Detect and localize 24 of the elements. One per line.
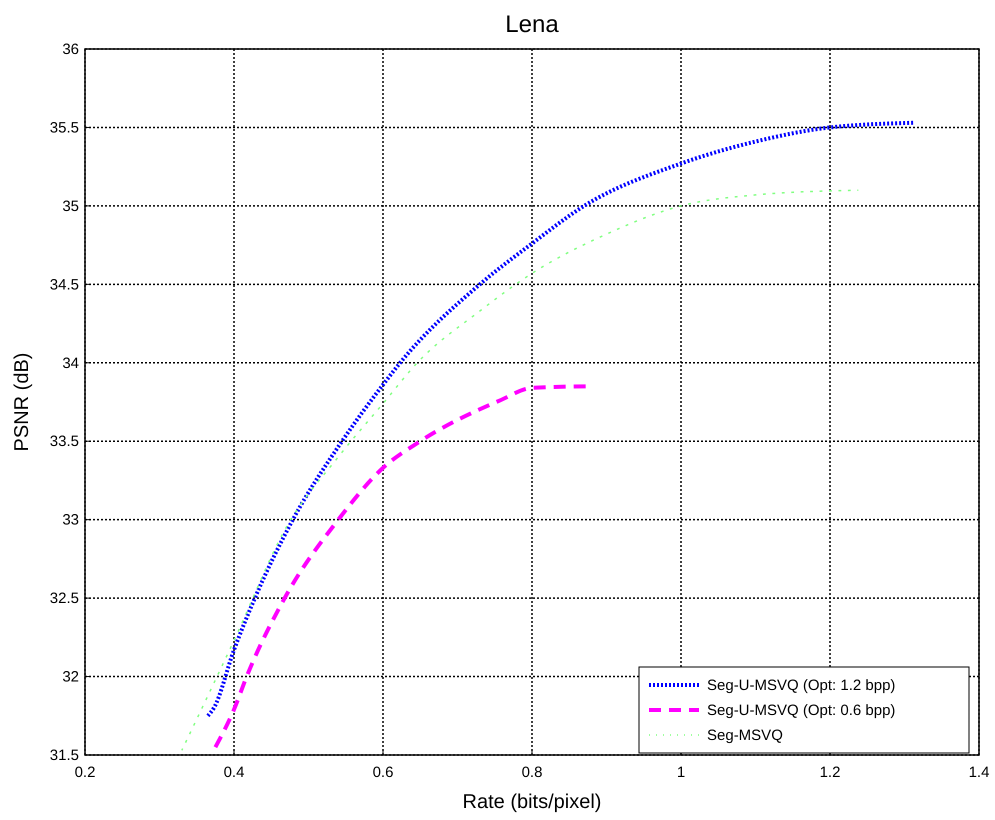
y-tick-label: 35 [62,198,79,215]
y-tick-label: 33 [62,512,79,529]
y-tick-label: 34.5 [50,276,79,294]
y-tick-label: 32.5 [50,590,79,608]
x-tick-label: 0.2 [74,764,96,781]
x-tick-label: 1.2 [820,764,840,781]
chart-title: Lena [505,11,560,38]
y-tick-label: 34 [62,354,79,372]
legend-label: Seg-U-MSVQ (Opt: 0.6 bpp) [707,702,896,719]
y-tick-label: 31.5 [50,747,79,764]
x-tick-label: 0.6 [372,764,394,781]
legend-label: Seg-MSVQ [707,727,783,744]
y-tick-label: 35.5 [50,119,79,136]
y-axis-title: PSNR (dB) [11,352,33,452]
x-tick-label: 0.4 [224,764,244,781]
y-tick-label: 36 [62,41,79,58]
x-tick-label: 1.4 [968,764,990,781]
legend-label: Seg-U-MSVQ (Opt: 1.2 bpp) [707,677,896,694]
y-tick-label: 32 [62,668,79,686]
x-tick-label: 0.8 [522,764,542,781]
x-axis-title: Rate (bits/pixel) [462,791,602,813]
line-series [181,189,860,752]
x-tick-label: 1 [676,764,686,781]
y-tick-label: 33.5 [50,433,79,450]
